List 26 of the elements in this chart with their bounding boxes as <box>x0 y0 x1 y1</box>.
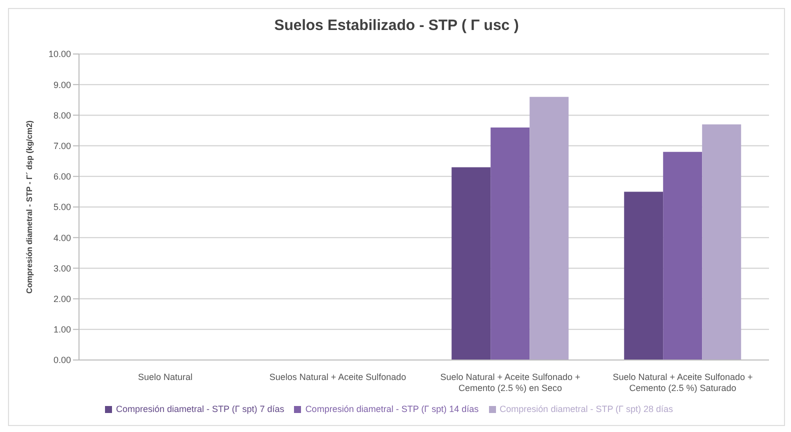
y-tick-label: 0.00 <box>53 355 71 366</box>
bar <box>452 167 491 360</box>
y-tick-label: 6.00 <box>53 172 71 182</box>
x-tick-label: Suelo Natural + Aceite Sulfonado + Cemento (2.5 %) en Seco <box>440 372 580 393</box>
legend-label: Compresión diametral - STP (Γ spt) 14 días <box>305 404 479 414</box>
y-tick-label: 4.00 <box>53 232 71 243</box>
x-tick-label: Suelo Natural <box>138 372 193 382</box>
chart-title: Suelos Estabilizado - STP ( Γ usc ) <box>273 17 520 34</box>
y-tick-label: 10.00 <box>48 49 71 60</box>
y-tick-label: 3.00 <box>53 263 71 274</box>
x-tick-label: Suelos Natural + Aceite Sulfonado <box>269 372 406 382</box>
bar <box>490 127 530 360</box>
y-tick-label: 7.00 <box>53 140 71 151</box>
bar <box>624 192 664 360</box>
bar <box>663 152 702 360</box>
bar <box>530 96 569 360</box>
bar <box>702 124 742 360</box>
legend-label: Compresión diametral - STP (Γ spt) 7 días <box>116 404 284 414</box>
y-tick-label: 2.00 <box>53 294 71 304</box>
y-tick-label: 5.00 <box>53 202 71 212</box>
y-axis-title: Compresión diametral - STP - Γ´ dsp (kg/cm2) <box>24 120 34 294</box>
y-tick-label: 1.00 <box>53 324 71 335</box>
x-tick-label: Suelo Natural + Aceite Sulfonado + Cemento (2.5 %) Saturado <box>612 372 753 393</box>
y-tick-label: 9.00 <box>53 80 71 90</box>
y-tick-label: 8.00 <box>53 110 71 120</box>
legend-label: Compresión diametral - STP (Γ spt) 28 días <box>500 404 674 414</box>
